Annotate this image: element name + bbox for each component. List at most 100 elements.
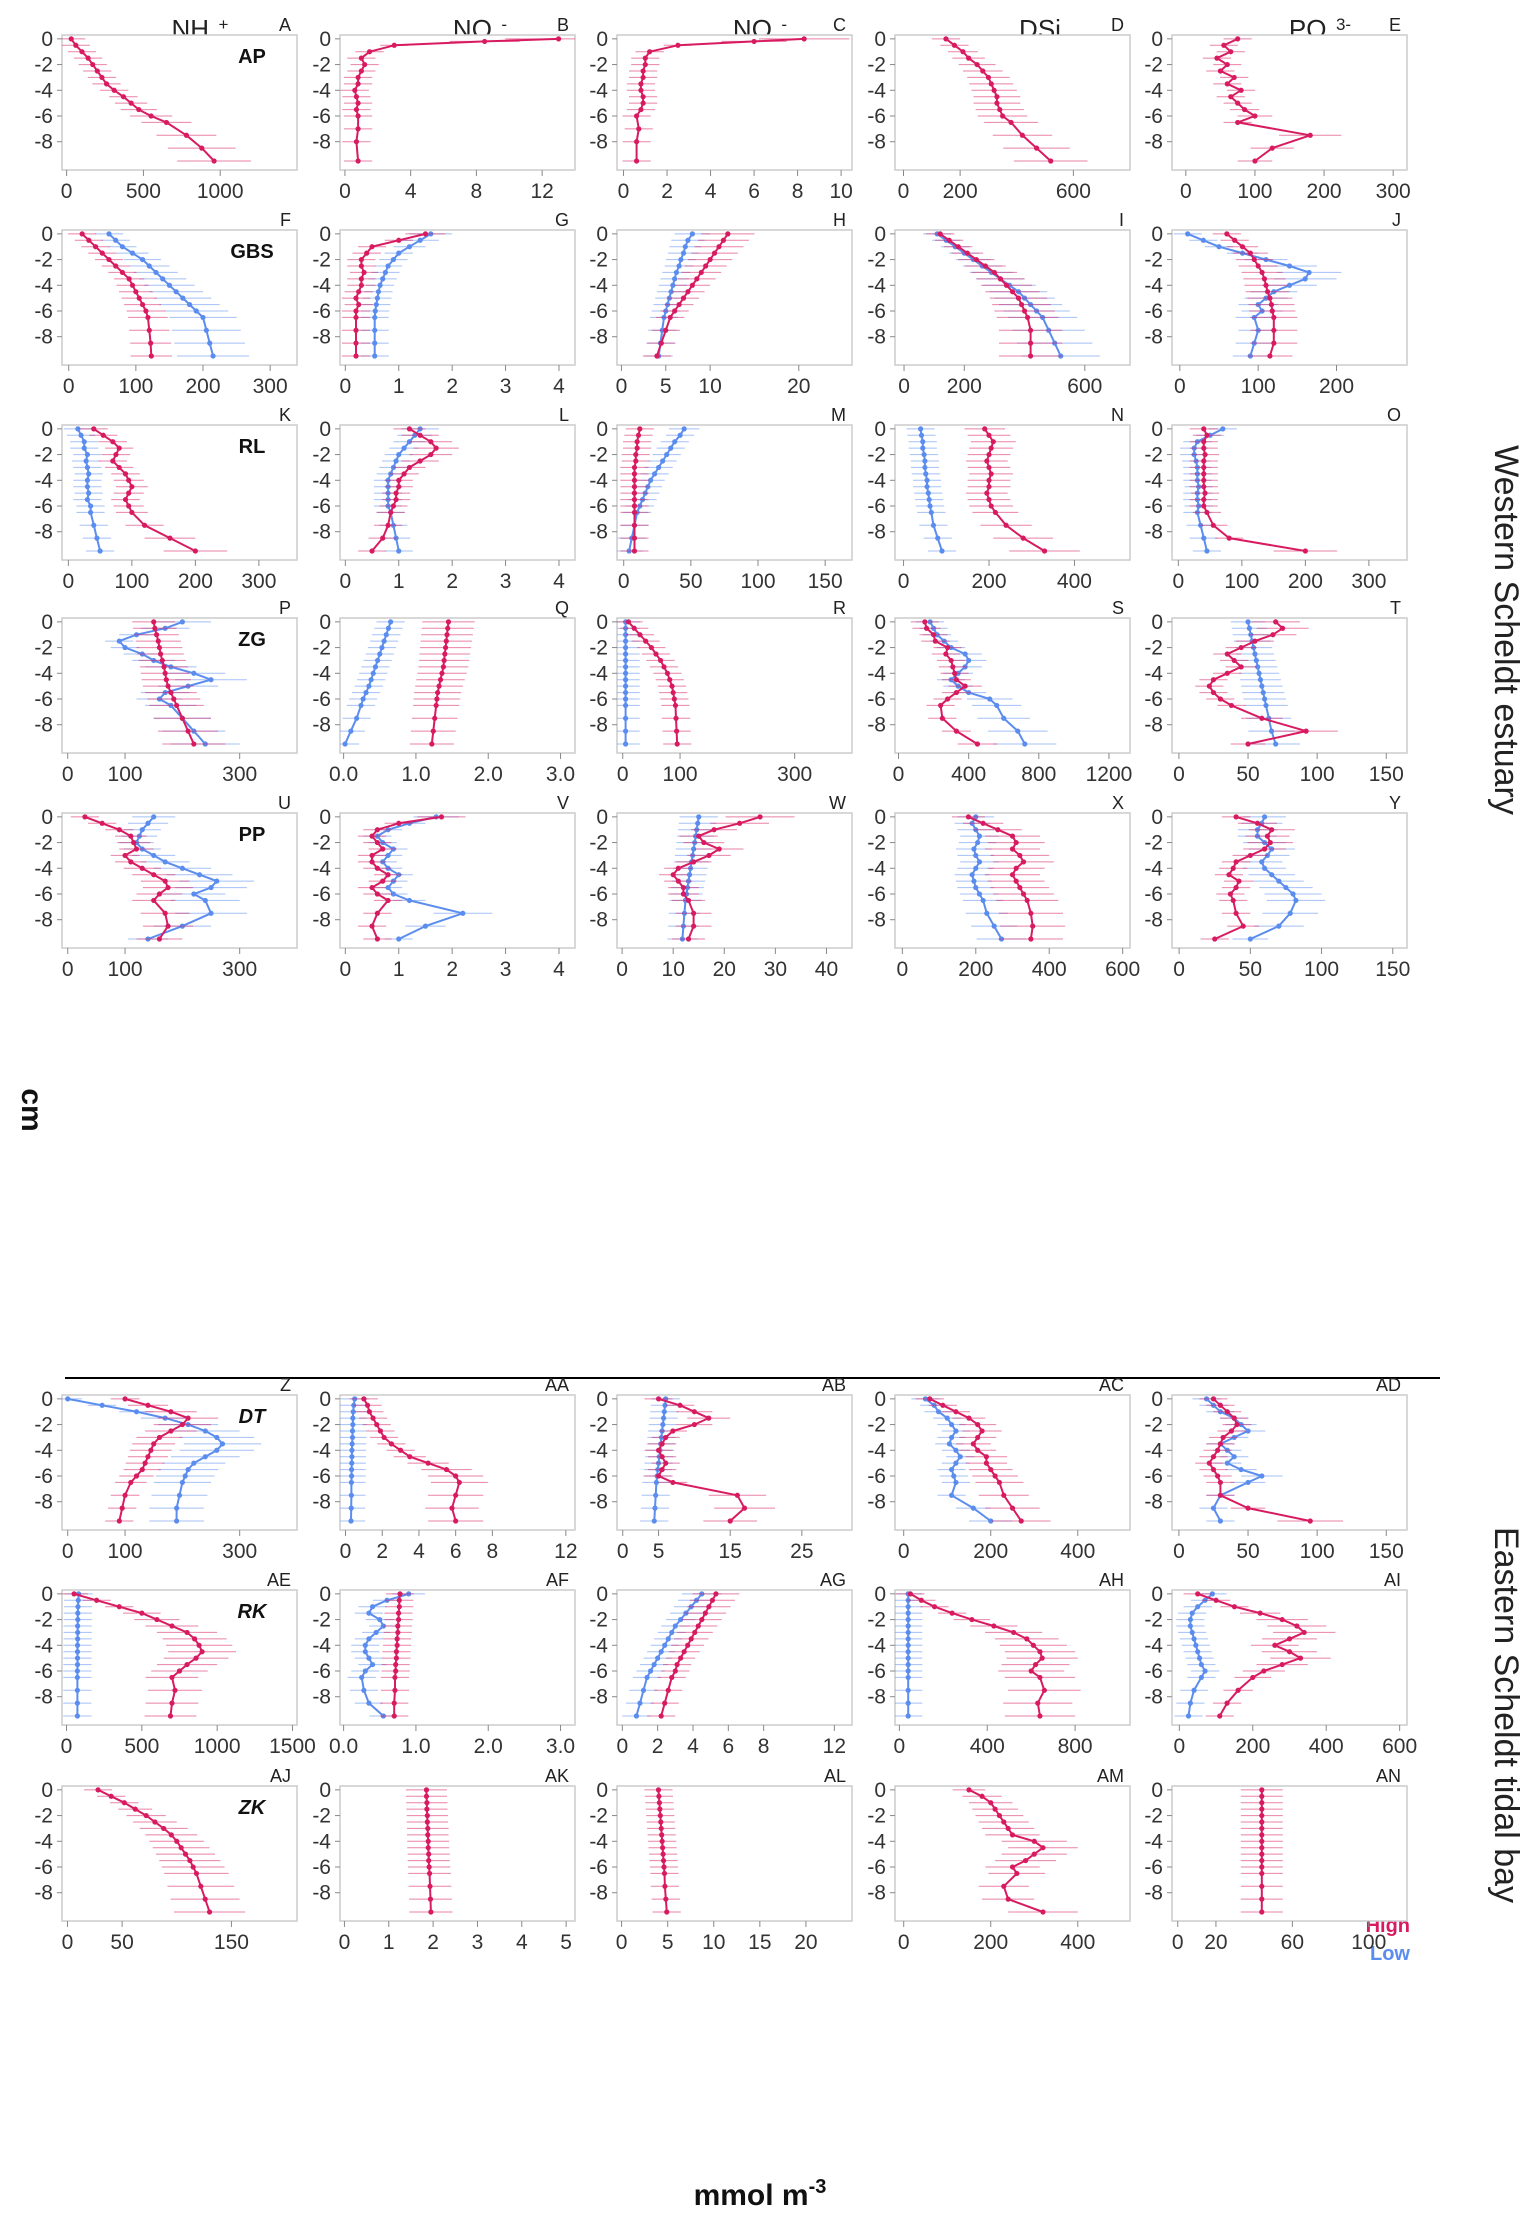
series-high	[644, 1787, 681, 1915]
panel-frame	[61, 34, 298, 171]
y-tick-label: -4	[589, 1439, 608, 1462]
x-tick-label: 6	[450, 1540, 462, 1563]
y-tick-label: -8	[867, 521, 886, 544]
x-tick-label: 200	[1235, 1735, 1270, 1758]
x-tick-label: 600	[1105, 958, 1140, 981]
y-tick-label: -4	[34, 857, 53, 880]
y-tick-label: -8	[589, 714, 608, 737]
panel-frame	[61, 1394, 298, 1531]
series-high	[62, 36, 251, 164]
y-tick-label: -2	[867, 1609, 886, 1632]
x-tick-label: 150	[1375, 958, 1410, 981]
series-line	[983, 428, 1046, 552]
x-tick-label: 2.0	[474, 1735, 503, 1758]
panel-frame	[61, 1785, 298, 1922]
x-tick-label: 0	[893, 763, 905, 786]
x-tick-label: 8	[758, 1735, 770, 1758]
y-tick-label: -2	[589, 249, 608, 272]
y-tick-label: 0	[41, 806, 53, 829]
y-tick-label: -2	[589, 637, 608, 660]
y-tick-label: -6	[1144, 495, 1163, 518]
series-line	[430, 621, 450, 745]
y-tick-label: -2	[34, 1609, 53, 1632]
panel-letter: L	[559, 405, 569, 425]
panel-s: 0 -2-4 -6 -8 0 400 800 1200 S	[867, 598, 1132, 786]
series-line	[1247, 621, 1277, 745]
y-tick-label: -8	[589, 1882, 608, 1905]
x-tick-label: 0	[62, 1540, 74, 1563]
site-label: GBS	[230, 241, 273, 263]
panel-ak: 0 -2-4 -6 -8 0 1 2 3 4 5 AK	[312, 1766, 576, 1954]
legend-low: Low	[1370, 1943, 1410, 1965]
y-tick-label: -8	[34, 131, 53, 154]
panel-letter: T	[1390, 598, 1401, 618]
panel-letter: A	[279, 15, 291, 35]
y-tick-label: 0	[319, 223, 331, 246]
series-line	[655, 233, 729, 357]
panel-l: 0 -2-4 -6 -8 0 1 2 3 4 L	[312, 405, 576, 593]
x-tick-label: 3	[472, 1931, 484, 1954]
panel-letter: H	[833, 210, 846, 230]
series-line	[923, 621, 978, 745]
x-tick-label: 200	[973, 1931, 1008, 1954]
x-tick-label: 300	[253, 375, 288, 398]
y-tick-label: 0	[41, 223, 53, 246]
x-tick-label: 300	[1376, 180, 1411, 203]
series-low	[63, 426, 115, 554]
x-tick-label: 100	[1351, 1931, 1386, 1954]
panel-frame	[339, 34, 576, 171]
y-tick-label: -8	[867, 909, 886, 932]
panel-letter: AM	[1097, 1766, 1124, 1786]
y-tick-label: -4	[867, 1830, 886, 1853]
y-tick-label: -2	[1144, 1805, 1163, 1828]
y-tick-label: 0	[319, 611, 331, 634]
y-tick-label: 0	[874, 28, 886, 51]
titles-layer: NH4+ NO2- NO3- DSi PO43- cm mmol m-3 Wes…	[15, 14, 1525, 2212]
y-tick-label: -4	[34, 662, 53, 685]
y-tick-label: 0	[1151, 28, 1163, 51]
y-tick-label: -8	[34, 1686, 53, 1709]
x-tick-label: 4	[405, 180, 417, 203]
series-line	[919, 428, 943, 552]
x-tick-label: 4	[687, 1735, 699, 1758]
series-line	[968, 1789, 1044, 1913]
panel-frame	[616, 1785, 853, 1922]
x-tick-label: 100	[108, 1540, 143, 1563]
panel-letter: AD	[1376, 1375, 1401, 1395]
panel-letter: B	[557, 15, 569, 35]
y-tick-label: -8	[589, 131, 608, 154]
panel-ag: 0 -2-4 -6 -8 0 2 4 6 8 12 AG	[589, 1570, 853, 1758]
y-tick-label: -8	[589, 1491, 608, 1514]
y-tick-label: -4	[589, 79, 608, 102]
series-low	[1174, 1591, 1227, 1719]
y-tick-label: -4	[312, 1439, 331, 1462]
x-tick-label: 0	[898, 570, 910, 593]
series-high	[132, 619, 226, 747]
series-high	[896, 1591, 1081, 1719]
series-line	[344, 621, 392, 745]
panel-frame	[61, 1589, 298, 1726]
series-line	[84, 815, 169, 940]
panel-letter: K	[279, 405, 291, 425]
y-tick-label: 0	[874, 223, 886, 246]
panel-frame	[894, 424, 1131, 561]
x-tick-label: 2.0	[474, 763, 503, 786]
panel-frame	[61, 812, 298, 949]
panel-frame	[339, 1785, 576, 1922]
series-low	[347, 1591, 425, 1719]
y-tick-label: -8	[1144, 714, 1163, 737]
y-tick-label: 0	[874, 806, 886, 829]
y-tick-label: -4	[867, 662, 886, 685]
x-tick-label: 50	[110, 1931, 133, 1954]
x-tick-label: 40	[815, 958, 838, 981]
x-tick-label: 20	[713, 958, 736, 981]
x-tick-label: 3	[500, 958, 512, 981]
y-tick-label: -6	[867, 883, 886, 906]
x-tick-label: 15	[719, 1540, 742, 1563]
y-tick-label: -2	[589, 444, 608, 467]
x-tick-label: 150	[1369, 763, 1404, 786]
series-line	[1208, 621, 1308, 745]
panel-frame	[894, 812, 1131, 949]
y-tick-label: 0	[41, 418, 53, 441]
